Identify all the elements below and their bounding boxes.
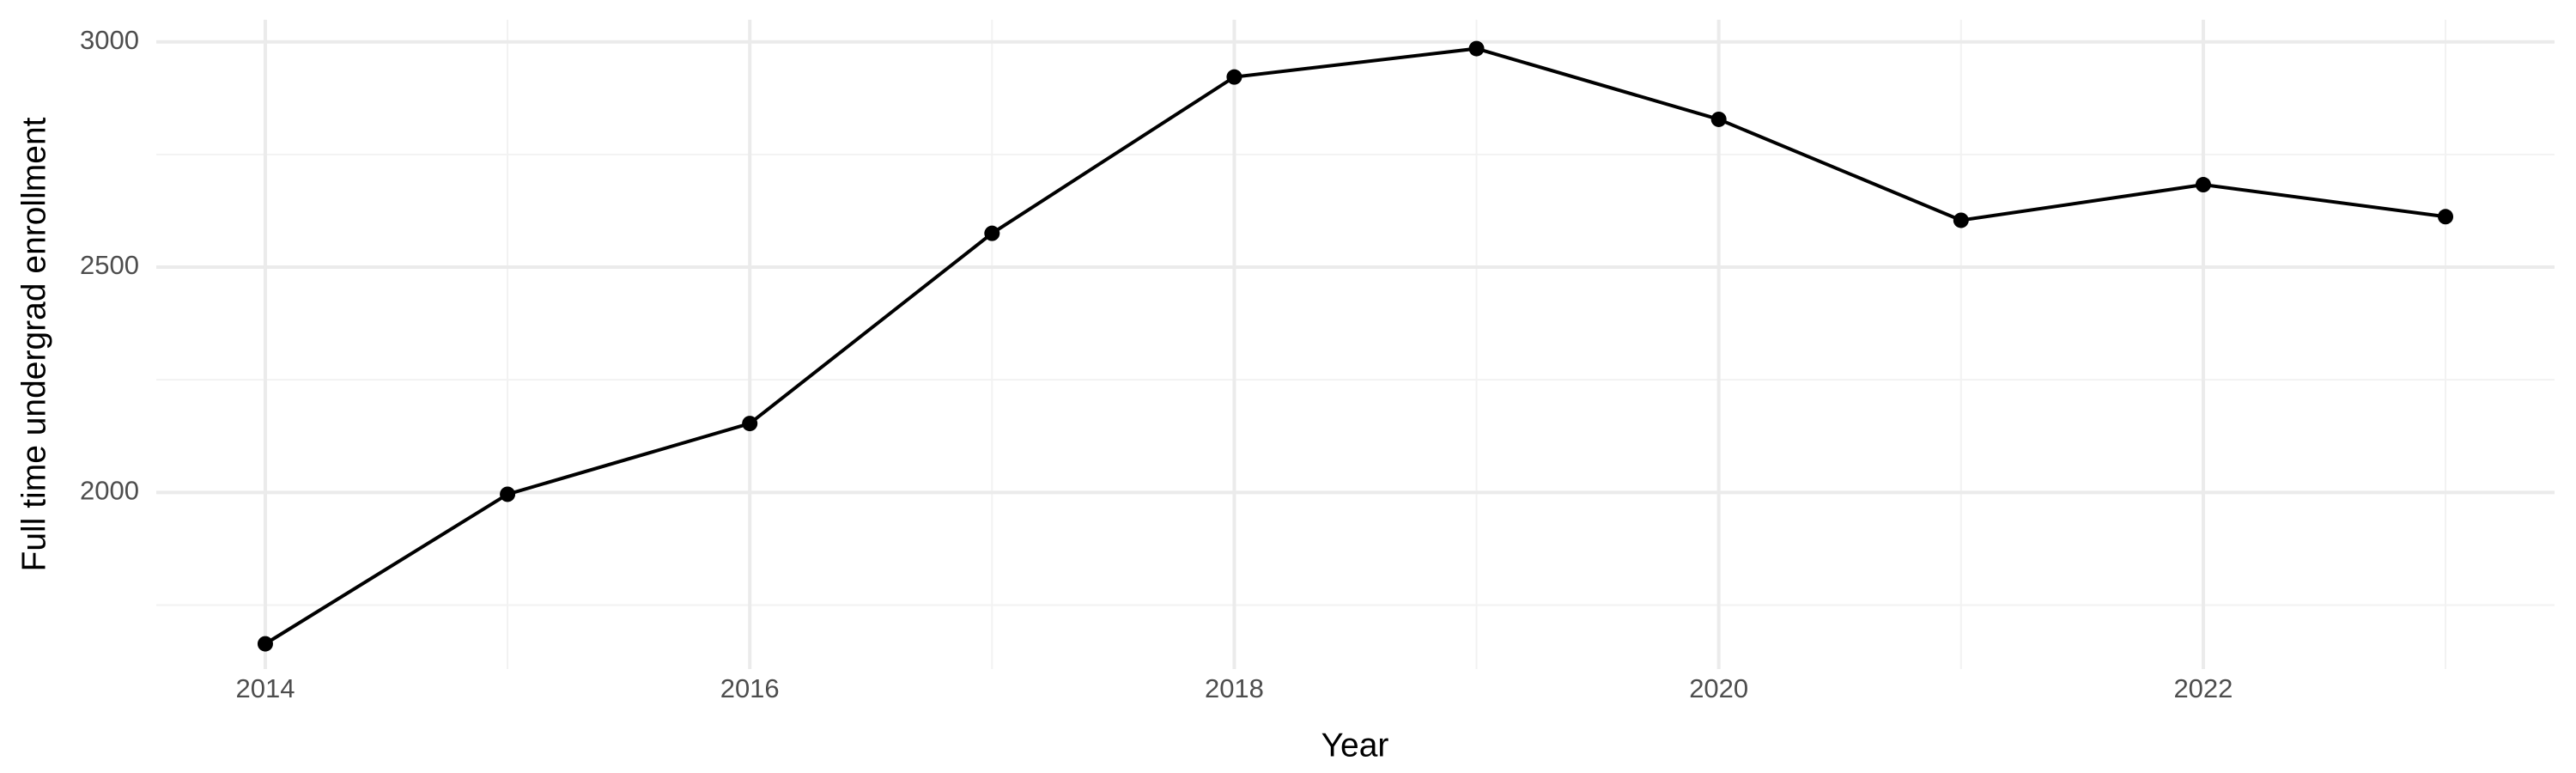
data-point: [2195, 177, 2211, 193]
y-axis-title: Full time undergrad enrollment: [15, 117, 52, 571]
data-point: [984, 225, 1000, 241]
data-point: [1953, 212, 1969, 228]
x-tick-label: 2022: [2173, 673, 2233, 703]
data-point: [1710, 111, 1727, 127]
data-point: [742, 416, 758, 432]
x-tick-label: 2020: [1689, 673, 1748, 703]
y-tick-label: 2000: [80, 476, 139, 506]
data-point: [257, 636, 273, 652]
x-axis-title: Year: [1321, 727, 1389, 764]
x-tick-label: 2018: [1205, 673, 1264, 703]
y-tick-label: 3000: [80, 25, 139, 55]
x-tick-label: 2016: [720, 673, 780, 703]
data-point: [1468, 40, 1485, 57]
y-tick-label: 2500: [80, 250, 139, 280]
data-point: [2438, 209, 2454, 225]
data-point: [1226, 69, 1242, 85]
data-line: [264, 46, 2446, 646]
x-tick-label: 2014: [235, 673, 295, 703]
data-point: [500, 486, 516, 502]
